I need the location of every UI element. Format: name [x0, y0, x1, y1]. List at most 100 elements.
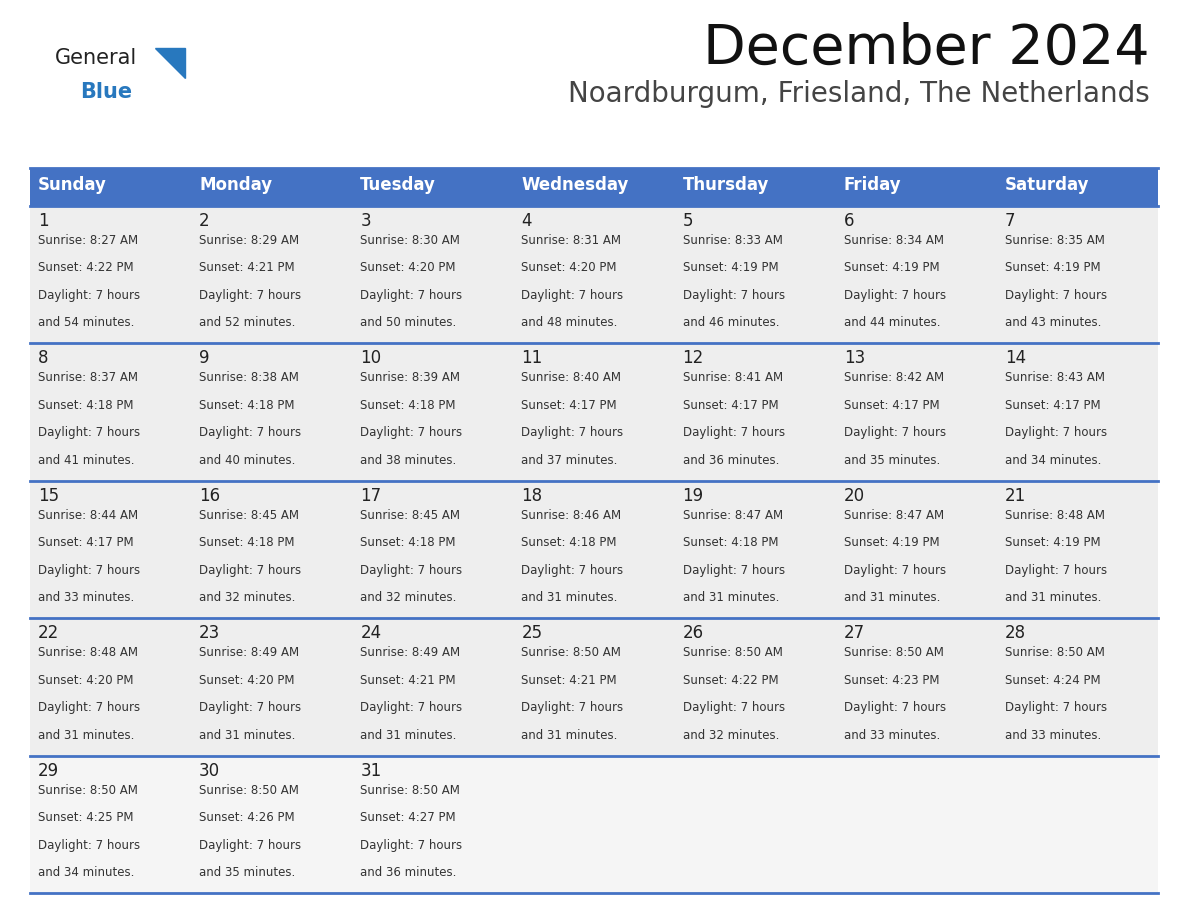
- Text: and 54 minutes.: and 54 minutes.: [38, 317, 134, 330]
- Text: Sunrise: 8:31 AM: Sunrise: 8:31 AM: [522, 234, 621, 247]
- Text: and 31 minutes.: and 31 minutes.: [1005, 591, 1101, 604]
- Text: 14: 14: [1005, 350, 1026, 367]
- Text: Sunset: 4:17 PM: Sunset: 4:17 PM: [38, 536, 133, 549]
- Text: 31: 31: [360, 762, 381, 779]
- Text: 8: 8: [38, 350, 49, 367]
- Text: 25: 25: [522, 624, 543, 643]
- Text: Sunset: 4:17 PM: Sunset: 4:17 PM: [1005, 399, 1100, 412]
- Text: Sunrise: 8:44 AM: Sunrise: 8:44 AM: [38, 509, 138, 521]
- Text: Daylight: 7 hours: Daylight: 7 hours: [360, 564, 462, 577]
- Text: Sunset: 4:21 PM: Sunset: 4:21 PM: [360, 674, 456, 687]
- Bar: [30, 618, 1158, 756]
- Text: Sunrise: 8:47 AM: Sunrise: 8:47 AM: [843, 509, 943, 521]
- Text: Sunrise: 8:50 AM: Sunrise: 8:50 AM: [200, 784, 299, 797]
- Text: Daylight: 7 hours: Daylight: 7 hours: [200, 838, 302, 852]
- Text: 16: 16: [200, 487, 220, 505]
- Text: Daylight: 7 hours: Daylight: 7 hours: [200, 426, 302, 440]
- Text: 9: 9: [200, 350, 209, 367]
- Text: Sunset: 4:27 PM: Sunset: 4:27 PM: [360, 812, 456, 824]
- Polygon shape: [154, 48, 185, 78]
- Text: 15: 15: [38, 487, 59, 505]
- Text: 22: 22: [38, 624, 59, 643]
- Text: 21: 21: [1005, 487, 1026, 505]
- Text: Monday: Monday: [200, 176, 272, 194]
- Text: Sunset: 4:20 PM: Sunset: 4:20 PM: [360, 262, 456, 274]
- Text: 12: 12: [683, 350, 703, 367]
- Text: Sunrise: 8:46 AM: Sunrise: 8:46 AM: [522, 509, 621, 521]
- Text: Sunset: 4:19 PM: Sunset: 4:19 PM: [1005, 262, 1100, 274]
- Text: and 40 minutes.: and 40 minutes.: [200, 453, 296, 467]
- Text: 24: 24: [360, 624, 381, 643]
- Text: 4: 4: [522, 212, 532, 230]
- Text: Sunrise: 8:29 AM: Sunrise: 8:29 AM: [200, 234, 299, 247]
- Text: Sunset: 4:19 PM: Sunset: 4:19 PM: [683, 262, 778, 274]
- Text: and 48 minutes.: and 48 minutes.: [522, 317, 618, 330]
- Text: Daylight: 7 hours: Daylight: 7 hours: [38, 564, 140, 577]
- Text: Tuesday: Tuesday: [360, 176, 436, 194]
- Text: and 32 minutes.: and 32 minutes.: [200, 591, 296, 604]
- Text: Daylight: 7 hours: Daylight: 7 hours: [843, 701, 946, 714]
- Text: Sunrise: 8:47 AM: Sunrise: 8:47 AM: [683, 509, 783, 521]
- Text: Sunset: 4:18 PM: Sunset: 4:18 PM: [360, 399, 456, 412]
- Text: Daylight: 7 hours: Daylight: 7 hours: [38, 426, 140, 440]
- Text: 26: 26: [683, 624, 703, 643]
- Text: Sunrise: 8:50 AM: Sunrise: 8:50 AM: [522, 646, 621, 659]
- Text: and 46 minutes.: and 46 minutes.: [683, 317, 779, 330]
- Text: Daylight: 7 hours: Daylight: 7 hours: [38, 701, 140, 714]
- Text: 17: 17: [360, 487, 381, 505]
- Text: Daylight: 7 hours: Daylight: 7 hours: [843, 564, 946, 577]
- Text: and 31 minutes.: and 31 minutes.: [522, 591, 618, 604]
- Text: 18: 18: [522, 487, 543, 505]
- Text: Sunset: 4:25 PM: Sunset: 4:25 PM: [38, 812, 133, 824]
- Text: and 44 minutes.: and 44 minutes.: [843, 317, 940, 330]
- Text: 23: 23: [200, 624, 221, 643]
- Text: 28: 28: [1005, 624, 1026, 643]
- Bar: [30, 756, 1158, 893]
- Text: Sunset: 4:19 PM: Sunset: 4:19 PM: [1005, 536, 1100, 549]
- Text: Sunset: 4:23 PM: Sunset: 4:23 PM: [843, 674, 940, 687]
- Text: Daylight: 7 hours: Daylight: 7 hours: [683, 701, 785, 714]
- Text: Sunrise: 8:33 AM: Sunrise: 8:33 AM: [683, 234, 783, 247]
- Text: and 31 minutes.: and 31 minutes.: [522, 729, 618, 742]
- Text: Sunset: 4:18 PM: Sunset: 4:18 PM: [38, 399, 133, 412]
- Text: Sunset: 4:21 PM: Sunset: 4:21 PM: [200, 262, 295, 274]
- Text: and 38 minutes.: and 38 minutes.: [360, 453, 456, 467]
- Text: Sunset: 4:17 PM: Sunset: 4:17 PM: [522, 399, 617, 412]
- Text: and 36 minutes.: and 36 minutes.: [360, 866, 456, 879]
- Text: Sunrise: 8:49 AM: Sunrise: 8:49 AM: [360, 646, 461, 659]
- Text: Sunrise: 8:50 AM: Sunrise: 8:50 AM: [843, 646, 943, 659]
- Text: Sunrise: 8:40 AM: Sunrise: 8:40 AM: [522, 372, 621, 385]
- Text: and 41 minutes.: and 41 minutes.: [38, 453, 134, 467]
- Text: and 33 minutes.: and 33 minutes.: [843, 729, 940, 742]
- Text: Daylight: 7 hours: Daylight: 7 hours: [843, 426, 946, 440]
- Text: Sunrise: 8:41 AM: Sunrise: 8:41 AM: [683, 372, 783, 385]
- Text: Sunset: 4:22 PM: Sunset: 4:22 PM: [38, 262, 133, 274]
- Text: and 31 minutes.: and 31 minutes.: [360, 729, 456, 742]
- Text: and 37 minutes.: and 37 minutes.: [522, 453, 618, 467]
- Text: Sunset: 4:18 PM: Sunset: 4:18 PM: [683, 536, 778, 549]
- Text: Sunset: 4:26 PM: Sunset: 4:26 PM: [200, 812, 295, 824]
- Text: Sunset: 4:24 PM: Sunset: 4:24 PM: [1005, 674, 1100, 687]
- Text: Sunset: 4:18 PM: Sunset: 4:18 PM: [200, 536, 295, 549]
- Text: 29: 29: [38, 762, 59, 779]
- Text: Sunset: 4:21 PM: Sunset: 4:21 PM: [522, 674, 617, 687]
- Text: 13: 13: [843, 350, 865, 367]
- Text: 2: 2: [200, 212, 210, 230]
- Text: and 31 minutes.: and 31 minutes.: [843, 591, 940, 604]
- Text: Sunset: 4:19 PM: Sunset: 4:19 PM: [843, 262, 940, 274]
- Text: Sunday: Sunday: [38, 176, 107, 194]
- Text: and 33 minutes.: and 33 minutes.: [38, 591, 134, 604]
- Text: Sunrise: 8:50 AM: Sunrise: 8:50 AM: [1005, 646, 1105, 659]
- Text: and 32 minutes.: and 32 minutes.: [683, 729, 779, 742]
- Text: Friday: Friday: [843, 176, 902, 194]
- Text: Sunset: 4:18 PM: Sunset: 4:18 PM: [200, 399, 295, 412]
- Text: 30: 30: [200, 762, 220, 779]
- Text: Daylight: 7 hours: Daylight: 7 hours: [200, 289, 302, 302]
- Text: and 35 minutes.: and 35 minutes.: [843, 453, 940, 467]
- Bar: [30, 481, 1158, 618]
- Text: Daylight: 7 hours: Daylight: 7 hours: [1005, 289, 1107, 302]
- Text: Sunrise: 8:49 AM: Sunrise: 8:49 AM: [200, 646, 299, 659]
- Bar: [30, 206, 1158, 343]
- Text: Sunrise: 8:45 AM: Sunrise: 8:45 AM: [360, 509, 460, 521]
- Text: and 34 minutes.: and 34 minutes.: [1005, 453, 1101, 467]
